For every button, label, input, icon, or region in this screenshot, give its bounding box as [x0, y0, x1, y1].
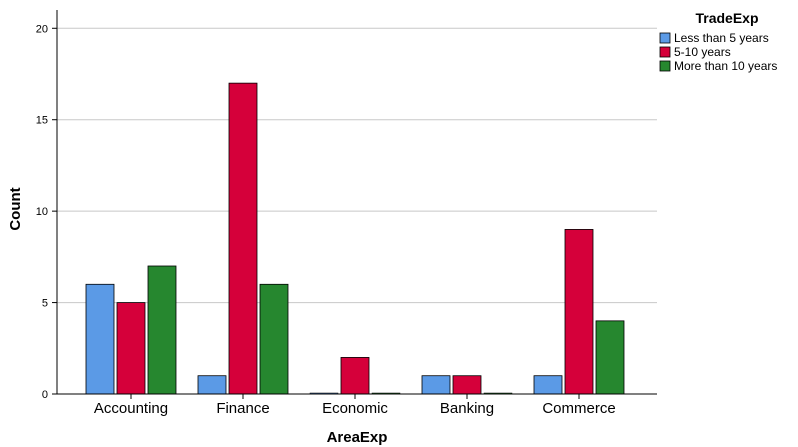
y-tick-label-0: 0	[42, 389, 48, 401]
bar-banking-5-10-years	[452, 375, 482, 395]
gridlines	[57, 27, 657, 304]
x-axis-ticks: Accounting Finance Economic Banking Commerce	[94, 394, 616, 417]
bar-accounting-less-than-5-years	[85, 283, 115, 395]
legend-label-less-than-5-years: Less than 5 years	[674, 31, 769, 45]
x-tick-label-economic: Economic	[322, 400, 388, 417]
legend-swatch-5-10-years	[659, 46, 671, 58]
bar-finance-5-10-years	[228, 82, 258, 395]
y-tick-label-10: 10	[36, 206, 48, 218]
bars	[85, 82, 625, 395]
bar-banking-less-than-5-years	[421, 375, 451, 395]
x-tick-label-commerce: Commerce	[542, 400, 615, 417]
legend-swatch-more-than-10-years	[659, 60, 671, 72]
bar-economic-5-10-years	[340, 357, 370, 395]
legend-label-5-10-years: 5-10 years	[674, 45, 731, 59]
y-axis-title: Count	[7, 187, 24, 230]
x-tick-label-finance: Finance	[216, 400, 269, 417]
y-tick-label-5: 5	[42, 298, 48, 310]
bar-accounting-5-10-years	[116, 302, 146, 395]
bar-accounting-more-than-10-years	[147, 265, 177, 395]
y-axis-ticks: 0 5 10 15 20	[36, 23, 57, 401]
bar-commerce-more-than-10-years	[595, 320, 625, 395]
x-tick-label-banking: Banking	[440, 400, 494, 417]
bar-commerce-5-10-years	[564, 229, 594, 395]
legend-title: TradeExp	[695, 10, 758, 26]
bar-commerce-less-than-5-years	[533, 375, 563, 395]
bar-finance-more-than-10-years	[259, 283, 289, 395]
x-axis-title: AreaExp	[327, 429, 388, 446]
axes	[56, 10, 657, 395]
bar-finance-less-than-5-years	[197, 375, 227, 395]
legend-label-more-than-10-years: More than 10 years	[674, 59, 777, 73]
legend-swatch-less-than-5-years	[659, 32, 671, 44]
y-tick-label-15: 15	[36, 115, 48, 127]
y-tick-label-20: 20	[36, 23, 48, 35]
x-tick-label-accounting: Accounting	[94, 400, 168, 417]
